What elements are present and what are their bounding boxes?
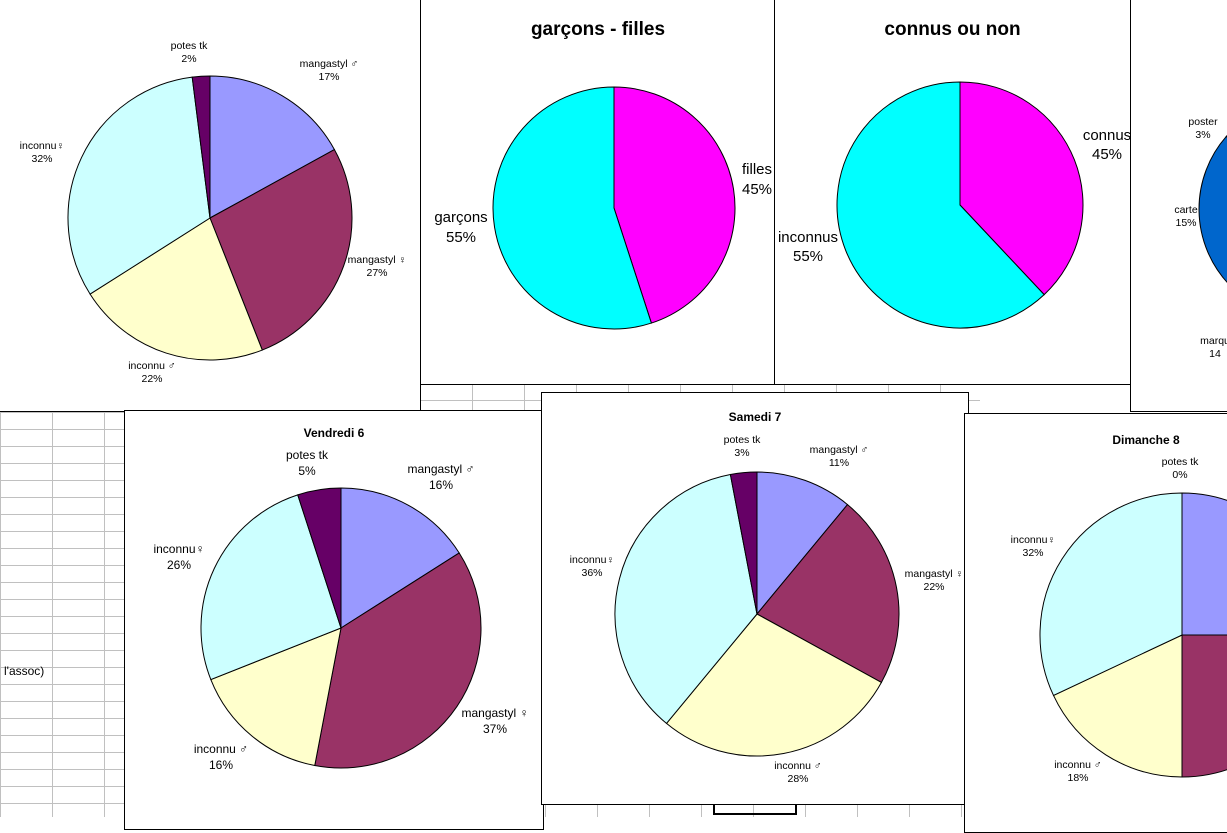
sheet-grid-left (0, 412, 125, 817)
chart-panel-supports[interactable]: poster 3% carte 15% marqu 14 (1130, 0, 1227, 412)
chart-title: garçons - filles (530, 19, 666, 40)
pie-slice (89, 217, 263, 361)
pie-slice (1198, 135, 1227, 283)
slice-label: marqu 14 (1200, 335, 1227, 360)
chart-panel-total[interactable]: mangastyl ♂ 17% mangastyl ♀ 27% inconnu ♂ 22%… (0, 0, 421, 412)
pie-slice (340, 487, 460, 629)
pie-chart-connus: connus 45% inconnus 55% (778, 81, 1131, 329)
pie-slice (1181, 634, 1227, 778)
pie-chart-supports: poster 3% carte 15% marqu 14 (1174, 116, 1227, 360)
slice-label: carte 15% (1174, 204, 1198, 229)
pie-slice (314, 552, 482, 769)
slice-label: inconnu ♂ 22% (128, 360, 176, 385)
pie-slice (613, 86, 736, 324)
pie-slice (209, 75, 336, 219)
slice-label: inconnu ♂ 28% (774, 760, 822, 785)
slice-label: inconnu♀ 32% (20, 140, 65, 165)
slice-label: inconnu♀ 36% (570, 554, 615, 579)
chart-title: connus ou non (884, 19, 1021, 40)
slice-label: garçons 55% (434, 209, 487, 246)
slice-label: potes tk 5% (286, 448, 329, 478)
pie-chart-garcons-filles: filles 45% garçons 55% (434, 86, 772, 330)
chart-title-text: Dimanche 8 (1112, 433, 1180, 447)
slice-label: mangastyl ♂ 17% (300, 58, 359, 83)
slice-label: mangastyl ♂ 11% (810, 444, 869, 469)
chart-title: Vendredi 6 (303, 426, 365, 440)
pie-slice (729, 471, 758, 615)
pie-slice (210, 627, 342, 767)
pie-slice (191, 75, 211, 219)
slice-label: mangastyl ♂ 16% (407, 462, 474, 492)
pie-slice (209, 148, 353, 351)
slice-label: mangastyl ♀ 22% (905, 568, 964, 593)
pie-slice (67, 76, 211, 295)
slice-label: potes tk 0% (1162, 456, 1200, 481)
slice-label: inconnu ♂ 16% (194, 742, 248, 772)
slice-label: potes tk 2% (171, 40, 209, 65)
slice-label: inconnu♀ 32% (1011, 534, 1056, 559)
chart-panel-garcons-filles[interactable]: garçons - filles filles 45% garçons 55% (420, 0, 776, 385)
pie-slice (1052, 634, 1183, 778)
chart-panel-connus[interactable]: connus ou non connus 45% inconnus 55% (774, 0, 1131, 385)
pie-chart-samedi: mangastyl ♂ 11% mangastyl ♀ 22% inconnu ♂ 28%… (570, 434, 964, 785)
pie-slice (1039, 492, 1183, 697)
chart-panel-vendredi[interactable]: Vendredi 6 mangastyl ♂ 16% mangastyl ♀ 37% i… (124, 410, 544, 830)
slice-label: inconnus 55% (778, 229, 838, 265)
pie-slice (756, 503, 900, 684)
pie-slice (297, 487, 342, 629)
chart-title: Samedi 7 (728, 410, 782, 424)
pie-slice (492, 86, 653, 330)
pie-slice (959, 81, 1084, 296)
slice-label: inconnu♀ 26% (153, 542, 204, 572)
pie-slice (1181, 492, 1227, 636)
slice-label: connus 45% (1083, 127, 1131, 163)
chart-panel-samedi[interactable]: Samedi 7 mangastyl ♂ 11% mangastyl ♀ 22% inc… (541, 392, 969, 805)
pie-slice (200, 494, 342, 681)
pie-chart-vendredi: mangastyl ♂ 16% mangastyl ♀ 37% inconnu ♂ 16%… (153, 448, 528, 772)
pie-slice (614, 473, 758, 725)
pie-chart-dimanche: inconnu ♂ 18% inconnu♀ 32% potes tk 0% (1011, 456, 1227, 784)
slice-label: mangastyl ♀ 37% (461, 706, 528, 736)
pie-slice (756, 471, 849, 616)
slice-label: poster 3% (1188, 116, 1218, 141)
slice-label: mangastyl ♀ 27% (348, 254, 407, 279)
slice-label: filles 45% (742, 161, 772, 198)
chart-panel-dimanche[interactable]: Dimanche 8 inconnu ♂ 18% inconnu♀ 32% potes … (964, 413, 1227, 833)
slice-label: potes tk 3% (724, 434, 762, 459)
pie-chart-total: mangastyl ♂ 17% mangastyl ♀ 27% inconnu ♂ 22%… (20, 40, 407, 385)
cell-selection-handle[interactable] (713, 803, 797, 815)
chart-title: Dimanche 8 (1112, 433, 1179, 447)
pie-slice (836, 81, 1045, 329)
sheet-cell-text: l'assoc) (4, 664, 45, 678)
pie-slice (665, 613, 883, 757)
slice-label: inconnu ♂ 18% (1054, 759, 1102, 784)
